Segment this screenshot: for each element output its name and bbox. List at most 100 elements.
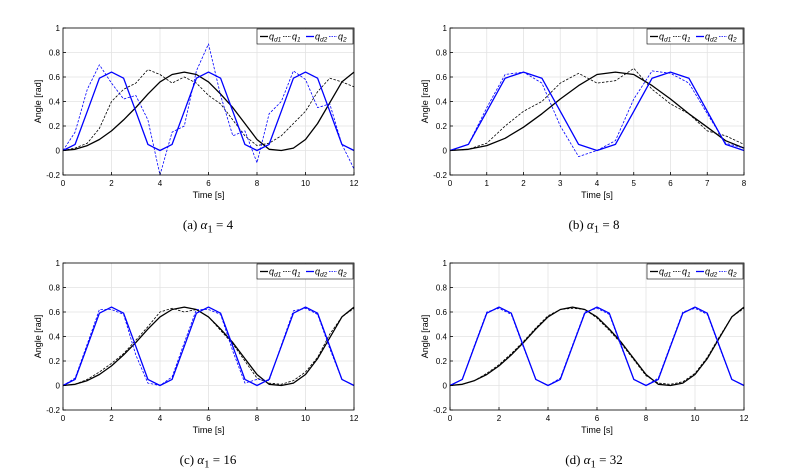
series-line-q1 — [62, 69, 355, 151]
legend-box — [646, 28, 744, 45]
series-line-qd1 — [449, 306, 745, 387]
legend-entry-qd1: qd1 — [659, 32, 672, 44]
y-tick-label: 0.4 — [436, 333, 448, 342]
legend-entry-qd2: qd2 — [705, 32, 718, 44]
y-tick-label: 0.6 — [436, 73, 448, 82]
caption-a: (a) α1 = 4 — [58, 217, 358, 236]
x-tick-label: 7 — [705, 179, 710, 188]
series-line-qd2 — [62, 306, 355, 387]
x-tick-label: 8 — [255, 414, 260, 423]
caption-sub: 1 — [204, 458, 210, 471]
caption-value: = 16 — [212, 452, 237, 467]
legend-box — [256, 28, 354, 45]
series-line-qd2 — [62, 71, 355, 152]
x-tick-label: 1 — [485, 179, 490, 188]
y-tick-label: 0.6 — [49, 308, 61, 317]
y-tick-label: 0.4 — [49, 333, 61, 342]
legend-entry-qd1: qd1 — [269, 32, 282, 44]
legend-entry-q1: q1 — [682, 32, 691, 44]
y-tick-label: 1 — [56, 24, 61, 33]
y-tick-label: -0.2 — [46, 406, 60, 415]
y-tick-label: 0.8 — [49, 284, 61, 293]
caption-sub: 1 — [590, 458, 596, 471]
y-tick-label: 0.8 — [436, 49, 448, 58]
x-tick-label: 10 — [691, 414, 700, 423]
y-tick-label: 0 — [443, 147, 448, 156]
x-tick-label: 0 — [448, 179, 453, 188]
x-tick-label: 8 — [255, 179, 260, 188]
x-tick-label: 5 — [632, 179, 637, 188]
legend-entry-q2: q2 — [338, 267, 347, 279]
x-tick-label: 2 — [109, 179, 114, 188]
series-line-q2 — [449, 307, 745, 386]
caption-value: = 32 — [599, 452, 623, 467]
caption-param: α — [197, 452, 205, 467]
legend: qd1 q1 qd2 q2 — [256, 263, 354, 280]
caption-label: (c) — [179, 452, 195, 467]
legend-entry-q2: q2 — [728, 32, 737, 44]
legend-entry-q1: q1 — [682, 267, 691, 279]
x-tick-label: 8 — [742, 179, 747, 188]
caption-sub: 1 — [593, 223, 600, 236]
x-tick-label: 6 — [206, 179, 211, 188]
caption-value: = 8 — [602, 217, 620, 232]
series-line-qd2 — [449, 306, 745, 387]
x-tick-label: 6 — [595, 414, 600, 423]
y-tick-label: -0.2 — [433, 406, 447, 415]
y-tick-label: -0.2 — [433, 171, 447, 180]
series-line-q1 — [449, 68, 745, 151]
y-tick-label: -0.2 — [46, 171, 60, 180]
x-tick-label: 12 — [350, 414, 359, 423]
caption-value: = 4 — [216, 217, 234, 232]
x-tick-label: 4 — [158, 179, 163, 188]
series-line-qd1 — [449, 71, 745, 152]
y-tick-label: 0 — [56, 147, 61, 156]
x-tick-label: 4 — [595, 179, 600, 188]
caption-c: (c) α1 = 16 — [58, 452, 358, 471]
caption-param: α — [200, 217, 208, 232]
legend-entry-q2: q2 — [338, 32, 347, 44]
x-tick-label: 4 — [158, 414, 163, 423]
caption-label: (d) — [565, 452, 581, 467]
x-axis-label: Time [s] — [193, 425, 225, 435]
x-tick-label: 10 — [301, 414, 310, 423]
y-axis-label: Angle [rad] — [33, 80, 43, 124]
legend-box — [256, 263, 354, 280]
caption-sub: 1 — [207, 223, 213, 236]
legend-entry-qd1: qd1 — [269, 267, 282, 279]
x-axis-label: Time [s] — [581, 425, 613, 435]
y-tick-label: 0.8 — [49, 49, 61, 58]
y-axis-label: Angle [rad] — [420, 80, 430, 124]
legend: qd1 q1 qd2 q2 — [646, 263, 744, 280]
legend-entry-q1: q1 — [292, 267, 301, 279]
x-tick-label: 6 — [668, 179, 673, 188]
x-tick-label: 12 — [350, 179, 359, 188]
y-tick-label: 0.2 — [436, 122, 448, 131]
caption-param: α — [583, 452, 591, 467]
y-tick-label: 1 — [443, 259, 448, 268]
x-tick-label: 0 — [448, 414, 453, 423]
x-axis-label: Time [s] — [581, 190, 613, 200]
series-line-q2 — [62, 307, 355, 386]
series-line-qd1 — [62, 71, 355, 152]
caption-b: (b) α1 = 8 — [444, 217, 744, 236]
legend-entry-qd2: qd2 — [315, 32, 328, 44]
caption-param: α — [586, 217, 594, 232]
legend-entry-qd1: qd1 — [659, 267, 672, 279]
y-tick-label: 0.2 — [436, 357, 448, 366]
caption-d: (d) α1 = 32 — [444, 452, 744, 471]
y-tick-label: 0 — [443, 382, 448, 391]
x-tick-label: 3 — [558, 179, 563, 188]
legend-entry-qd2: qd2 — [705, 267, 718, 279]
legend-entry-qd2: qd2 — [315, 267, 328, 279]
y-tick-label: 0.4 — [436, 98, 448, 107]
y-axis-label: Angle [rad] — [420, 315, 430, 359]
y-tick-label: 0.2 — [49, 122, 61, 131]
series-line-q2 — [449, 70, 745, 157]
x-tick-label: 2 — [109, 414, 114, 423]
series-line-q2 — [62, 43, 355, 176]
